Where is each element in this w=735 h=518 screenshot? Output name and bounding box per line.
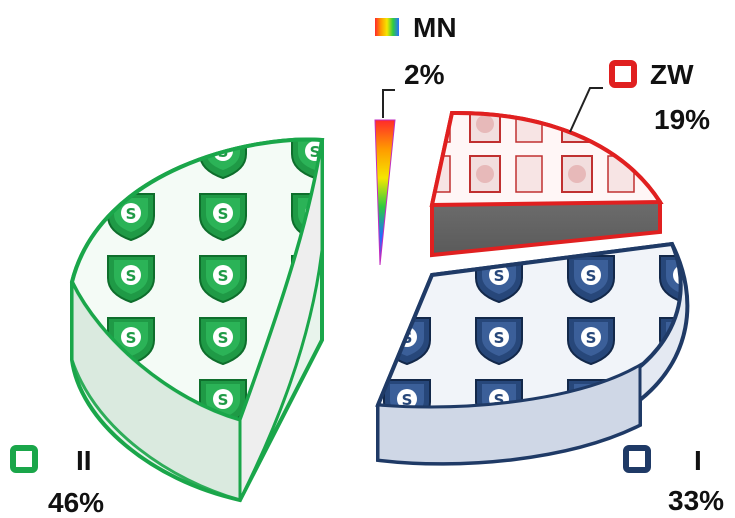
- label-value-MN: 2%: [404, 59, 445, 90]
- label-name-II: II: [76, 445, 92, 476]
- label-name-I: I: [694, 445, 702, 476]
- slice-II: [69, 137, 325, 503]
- slice-ZW: [429, 110, 664, 258]
- legend-marker-MN: [375, 18, 399, 36]
- label-value-II: 46%: [48, 487, 104, 518]
- slice-MN: [374, 119, 396, 266]
- slice-I: [375, 241, 690, 466]
- label-value-I: 33%: [668, 485, 724, 516]
- label-name-ZW: ZW: [650, 59, 694, 90]
- legend-marker-ZW: [609, 60, 637, 88]
- leader-line-MN: [382, 89, 395, 118]
- label-value-ZW: 19%: [654, 104, 710, 135]
- leader-line-ZW: [569, 87, 603, 133]
- label-name-MN: MN: [413, 12, 457, 43]
- legend-marker-I: [623, 445, 651, 473]
- legend-marker-II: [10, 445, 38, 473]
